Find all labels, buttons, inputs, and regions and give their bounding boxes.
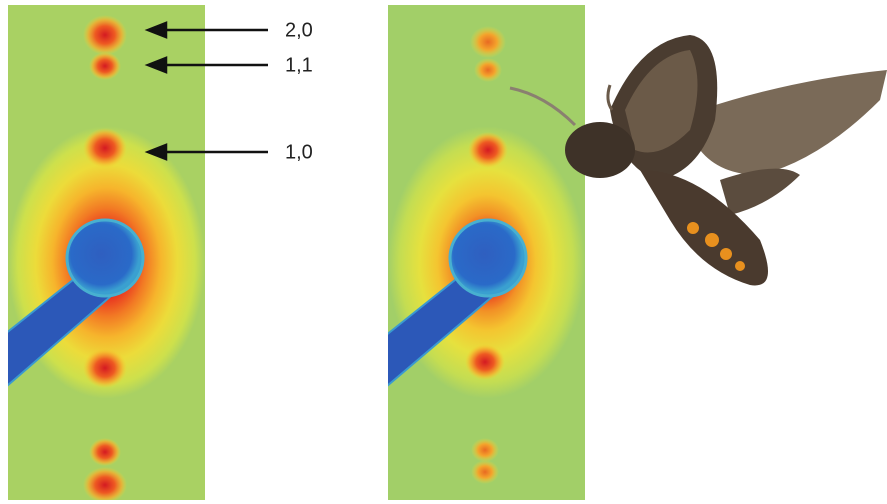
- figure: 2,0 1,1 1,0: [0, 0, 887, 504]
- reflection-label: 2,0: [285, 19, 313, 41]
- reflection-label: 1,1: [285, 54, 313, 76]
- diffraction-pattern-left: [0, 5, 205, 503]
- diffraction-pattern-right: [380, 5, 585, 500]
- reflection-label: 1,0: [285, 141, 313, 163]
